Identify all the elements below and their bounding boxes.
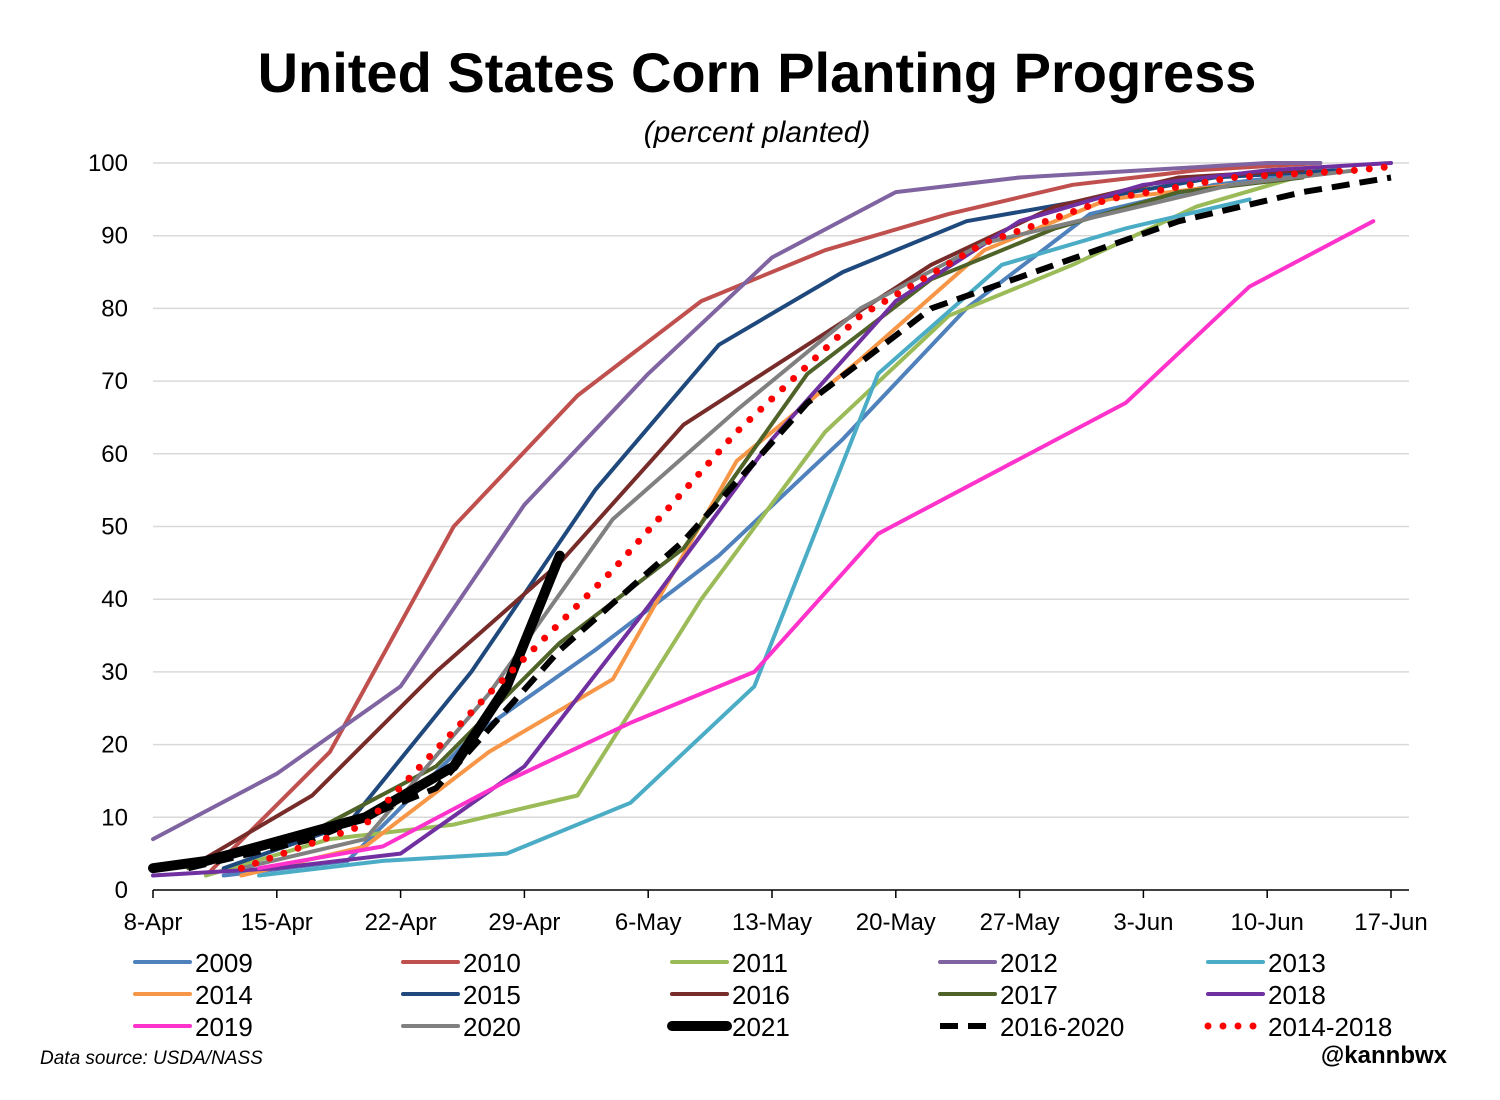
- legend-label-2014-2018: 2014-2018: [1268, 1012, 1392, 1042]
- x-tick-label: 29-Apr: [488, 909, 560, 936]
- series-line-2015: [221, 168, 1340, 871]
- legend-label-2016-2020: 2016-2020: [1000, 1012, 1124, 1042]
- y-axis-ticks: 0 10 20 30 40 50 60 70 80 90 100: [88, 150, 128, 904]
- legend-label-2017: 2017: [1000, 980, 1058, 1010]
- series-line-2014: [239, 168, 1358, 878]
- series-lines: [148, 161, 1395, 878]
- y-tick-label: 60: [101, 441, 128, 468]
- y-tick-label: 90: [101, 223, 128, 250]
- legend: 2009 2010 2011 2012 2013 2014 2015 2016 2017 2018…: [133, 948, 1392, 1042]
- x-tick-label: 6-May: [615, 909, 682, 936]
- y-tick-label: 10: [101, 804, 128, 831]
- legend-label-2013: 2013: [1268, 948, 1326, 978]
- y-tick-label: 50: [101, 514, 128, 541]
- legend-label-2009: 2009: [195, 948, 253, 978]
- series-line-2010: [204, 161, 1323, 878]
- series-line-2014-2018: [237, 163, 1395, 872]
- x-tick-label: 15-Apr: [241, 909, 313, 936]
- y-tick-label: 30: [101, 659, 128, 686]
- series-line-2019: [257, 219, 1376, 871]
- y-tick-label: 0: [115, 877, 128, 904]
- x-tick-label: 13-May: [732, 909, 812, 936]
- series-line-2016: [186, 168, 1305, 871]
- y-tick-label: 100: [88, 150, 128, 177]
- x-tick-label: 10-Jun: [1231, 909, 1304, 936]
- legend-label-2020: 2020: [463, 1012, 521, 1042]
- x-tick-label: 17-Jun: [1354, 909, 1427, 936]
- series-line-2021: [148, 550, 565, 874]
- x-tick-label: 3-Jun: [1113, 909, 1173, 936]
- legend-label-2014: 2014: [195, 980, 253, 1010]
- x-tick-label: 8-Apr: [124, 909, 183, 936]
- x-tick-label: 22-Apr: [365, 909, 437, 936]
- legend-label-2021: 2021: [732, 1012, 790, 1042]
- legend-label-2015: 2015: [463, 980, 521, 1010]
- y-tick-label: 20: [101, 732, 128, 759]
- legend-label-2011: 2011: [732, 948, 788, 978]
- chart-title: United States Corn Planting Progress: [258, 41, 1257, 104]
- legend-label-2018: 2018: [1268, 980, 1326, 1010]
- x-tick-label: 27-May: [980, 909, 1060, 936]
- x-tick-label: 20-May: [856, 909, 936, 936]
- series-line-2012: [151, 161, 1323, 842]
- y-tick-label: 70: [101, 368, 128, 395]
- legend-label-2012: 2012: [1000, 948, 1058, 978]
- legend-label-2016: 2016: [732, 980, 790, 1010]
- series-line-2018: [151, 161, 1393, 878]
- chart-subtitle: (percent planted): [644, 116, 871, 149]
- series-line-2020: [239, 168, 1358, 871]
- y-tick-label: 80: [101, 295, 128, 322]
- legend-label-2019: 2019: [195, 1012, 253, 1042]
- y-tick-label: 40: [101, 586, 128, 613]
- series-line-2016-2020: [187, 174, 1392, 872]
- series-line-2013: [257, 197, 1252, 878]
- data-source-note: Data source: USDA/NASS: [40, 1048, 263, 1069]
- legend-label-2010: 2010: [463, 948, 521, 978]
- series-line-2011: [204, 168, 1323, 878]
- author-handle: @kannbwx: [1321, 1042, 1448, 1069]
- x-axis: 8-Apr 15-Apr 22-Apr 29-Apr 6-May 13-May 20-May…: [124, 889, 1428, 936]
